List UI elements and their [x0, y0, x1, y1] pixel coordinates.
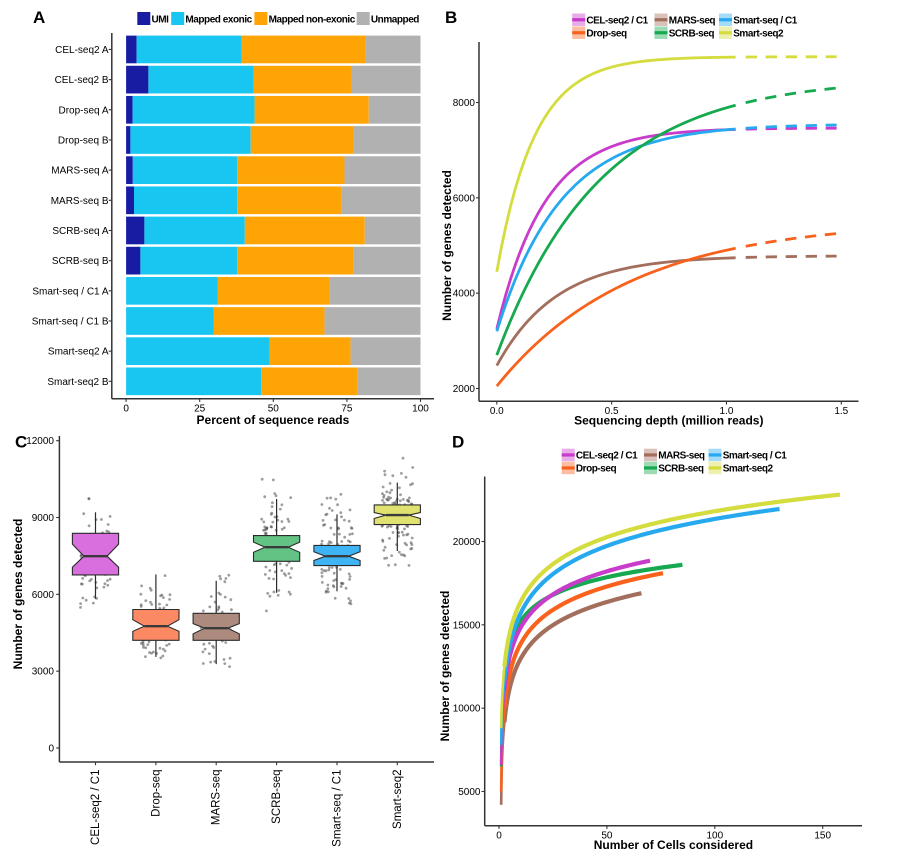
- svg-text:Smart-seq2 A: Smart-seq2 A: [48, 347, 109, 358]
- svg-text:A: A: [33, 8, 45, 27]
- svg-text:SCRB-seq: SCRB-seq: [669, 28, 715, 39]
- svg-text:SCRB-seq: SCRB-seq: [658, 464, 704, 475]
- svg-text:0: 0: [48, 744, 54, 755]
- svg-text:Unmapped: Unmapped: [371, 14, 419, 25]
- svg-text:UMI: UMI: [152, 14, 170, 25]
- svg-text:Smart-seq2: Smart-seq2: [392, 770, 404, 829]
- svg-text:6000: 6000: [32, 590, 55, 601]
- svg-text:0: 0: [496, 831, 502, 842]
- svg-text:0.0: 0.0: [490, 406, 504, 417]
- svg-text:CEL-seq2 / C1: CEL-seq2 / C1: [90, 770, 102, 845]
- svg-text:1.5: 1.5: [834, 406, 848, 417]
- svg-text:Smart-seq / C1 A: Smart-seq / C1 A: [32, 286, 108, 297]
- svg-text:12000: 12000: [26, 436, 54, 447]
- svg-text:Smart-seq / C1: Smart-seq / C1: [733, 15, 798, 26]
- svg-text:75: 75: [341, 404, 353, 415]
- svg-text:MARS-seq: MARS-seq: [669, 15, 716, 26]
- svg-text:D: D: [452, 433, 464, 452]
- svg-text:4000: 4000: [453, 289, 476, 300]
- svg-text:25: 25: [194, 404, 206, 415]
- svg-text:1.0: 1.0: [720, 406, 734, 417]
- svg-text:Smart-seq / C1: Smart-seq / C1: [332, 770, 344, 847]
- svg-text:100: 100: [706, 831, 723, 842]
- svg-text:50: 50: [268, 404, 280, 415]
- svg-text:Drop-seq B: Drop-seq B: [58, 136, 109, 147]
- svg-text:Drop-seq: Drop-seq: [576, 464, 617, 475]
- svg-text:CEL-seq2 / C1: CEL-seq2 / C1: [576, 451, 638, 462]
- svg-text:MARS-seq: MARS-seq: [211, 770, 223, 826]
- svg-text:Smart-seq / C1 B: Smart-seq / C1 B: [32, 317, 109, 328]
- svg-text:8000: 8000: [453, 98, 476, 109]
- svg-text:2000: 2000: [453, 384, 476, 395]
- svg-text:Mapped non-exonic: Mapped non-exonic: [269, 14, 356, 25]
- svg-text:10000: 10000: [453, 704, 481, 715]
- svg-text:Mapped exonic: Mapped exonic: [185, 14, 252, 25]
- svg-text:CEL-seq2 / C1: CEL-seq2 / C1: [586, 15, 648, 26]
- svg-text:MARS-seq A: MARS-seq A: [51, 166, 109, 177]
- svg-text:Drop-seq: Drop-seq: [150, 770, 162, 817]
- svg-text:Number of genes detected: Number of genes detected: [11, 519, 25, 670]
- svg-text:MARS-seq B: MARS-seq B: [51, 196, 109, 207]
- svg-text:15000: 15000: [453, 620, 481, 631]
- svg-text:CEL-seq2 A: CEL-seq2 A: [55, 45, 109, 56]
- svg-text:5000: 5000: [458, 787, 481, 798]
- svg-text:SCRB-seq A: SCRB-seq A: [52, 226, 108, 237]
- svg-text:Percent of sequence reads: Percent of sequence reads: [197, 413, 350, 427]
- svg-text:100: 100: [412, 404, 429, 415]
- svg-text:C: C: [15, 433, 27, 452]
- svg-text:Number of Cells considered: Number of Cells considered: [594, 838, 753, 852]
- svg-text:9000: 9000: [32, 513, 55, 524]
- svg-text:SCRB-seq B: SCRB-seq B: [52, 256, 109, 267]
- svg-text:CEL-seq2 B: CEL-seq2 B: [55, 75, 109, 86]
- svg-text:Smart-seq2: Smart-seq2: [733, 28, 784, 39]
- svg-text:B: B: [445, 8, 457, 27]
- svg-text:Smart-seq2: Smart-seq2: [723, 464, 774, 475]
- svg-text:Smart-seq / C1: Smart-seq / C1: [723, 451, 788, 462]
- svg-text:Drop-seq: Drop-seq: [586, 28, 627, 39]
- svg-text:Sequencing depth (million read: Sequencing depth (million reads): [574, 414, 763, 428]
- svg-text:Drop-seq A: Drop-seq A: [58, 105, 108, 116]
- svg-text:MARS-seq: MARS-seq: [658, 451, 705, 462]
- svg-text:3000: 3000: [32, 667, 55, 678]
- svg-text:Number of genes detected: Number of genes detected: [438, 591, 452, 742]
- svg-text:Number of genes detected: Number of genes detected: [440, 170, 454, 321]
- svg-text:0: 0: [123, 404, 129, 415]
- svg-text:20000: 20000: [453, 537, 481, 548]
- svg-text:150: 150: [814, 831, 831, 842]
- svg-text:6000: 6000: [453, 193, 476, 204]
- svg-text:0.5: 0.5: [605, 406, 619, 417]
- svg-text:50: 50: [601, 831, 613, 842]
- svg-text:Smart-seq2 B: Smart-seq2 B: [47, 377, 108, 388]
- svg-text:SCRB-seq: SCRB-seq: [271, 770, 283, 824]
